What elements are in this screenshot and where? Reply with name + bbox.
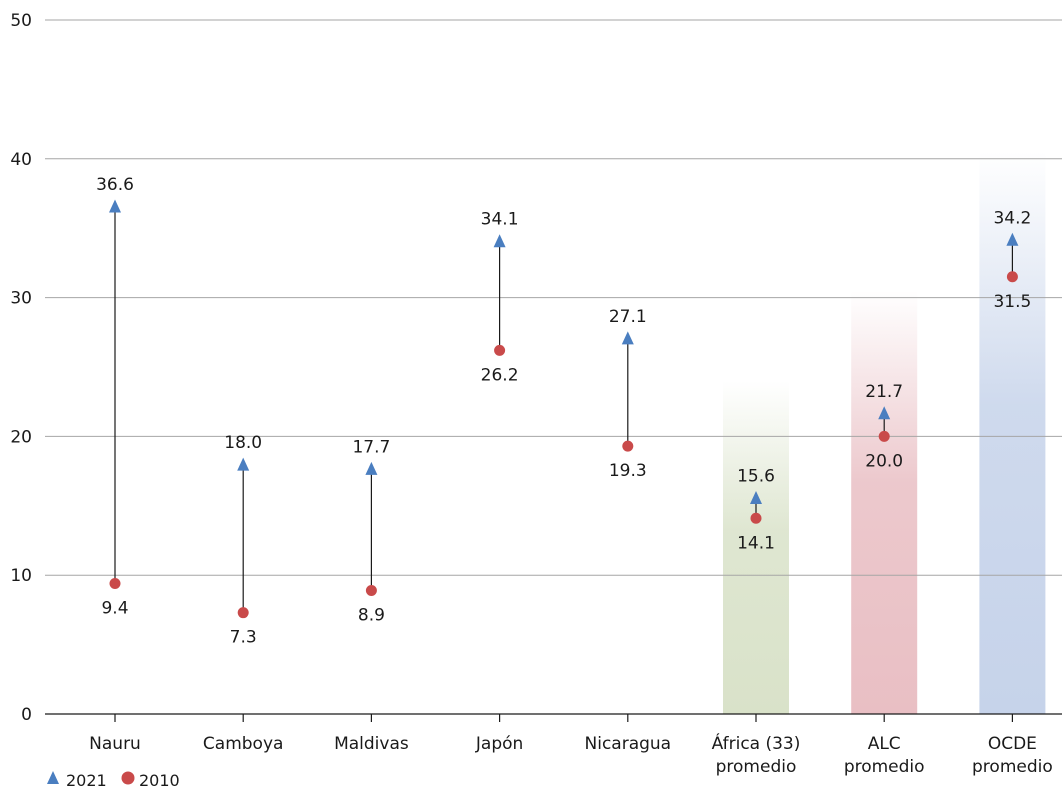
data-label-2010-ocde-promedio: 31.5 xyxy=(993,292,1031,312)
data-label-2010-africa-33-promedio: 14.1 xyxy=(737,533,775,553)
point-2021-alc-promedio xyxy=(878,406,891,420)
data-label-2021-nicaragua: 27.1 xyxy=(609,307,647,327)
data-label-2021-ocde-promedio: 34.2 xyxy=(993,208,1031,228)
data-label-2010-nicaragua: 19.3 xyxy=(609,461,647,481)
y-tick-label-20: 20 xyxy=(10,427,32,447)
x-tick-label-maldivas: Maldivas xyxy=(334,734,409,754)
point-2010-japon xyxy=(494,344,506,356)
point-2010-nauru xyxy=(109,578,121,590)
point-2010-maldivas xyxy=(365,584,377,596)
x-tick-label-line: OCDE xyxy=(988,734,1037,754)
point-2010-nicaragua xyxy=(622,440,634,452)
legend-marker-2021 xyxy=(47,771,59,784)
y-tick-label-10: 10 xyxy=(10,566,32,586)
y-tick-label-30: 30 xyxy=(10,289,32,309)
point-2021-africa-33-promedio xyxy=(750,490,762,504)
data-label-2010-alc-promedio: 20.0 xyxy=(865,451,903,471)
data-label-2010-camboya: 7.3 xyxy=(230,628,257,648)
point-2010-camboya xyxy=(237,607,249,619)
x-tick-label-africa-33-promedio: África (33) promedio xyxy=(712,732,801,777)
x-tick-label-line: promedio xyxy=(844,757,925,777)
legend: 2021 2010 xyxy=(47,771,180,790)
legend-label-2021: 2021 xyxy=(66,771,107,790)
data-label-2021-nauru: 36.6 xyxy=(96,175,134,195)
data-label-2021-camboya: 18.0 xyxy=(224,433,262,453)
data-label-2021-alc-promedio: 21.7 xyxy=(865,382,903,402)
x-tick-label-line: ALC xyxy=(868,734,901,754)
point-2021-camboya xyxy=(237,457,250,471)
data-label-2021-japon: 34.1 xyxy=(481,210,519,230)
highlight-band-alc-promedio xyxy=(851,290,918,714)
point-2010-ocde-promedio xyxy=(1006,271,1018,283)
x-tick-label-line: promedio xyxy=(716,757,797,777)
point-2021-maldivas xyxy=(365,461,378,475)
data-label-2021-africa-33-promedio: 15.6 xyxy=(737,466,775,486)
data-label-2021-maldivas: 17.7 xyxy=(352,437,390,457)
point-2010-alc-promedio xyxy=(878,430,890,442)
y-axis: 0 10 20 30 40 50 xyxy=(10,11,32,725)
data-marks: 36.6 9.4 18.0 7.3 17.7 8.9 34.1 26.2 27.1 19.3 15.… xyxy=(96,175,1031,648)
y-tick-label-50: 50 xyxy=(10,11,32,31)
point-2021-ocde-promedio xyxy=(1006,232,1019,246)
x-tick-label-ocde-promedio: OCDE promedio xyxy=(972,734,1053,777)
x-tick-label-nicaragua: Nicaragua xyxy=(585,734,672,754)
point-2021-nicaragua xyxy=(621,331,634,345)
gridlines xyxy=(45,19,1062,576)
x-tick-label-line: África (33) xyxy=(712,732,801,754)
x-tick-label-line: Nauru xyxy=(89,734,141,754)
y-tick-label-40: 40 xyxy=(10,150,32,170)
data-label-2010-nauru: 9.4 xyxy=(101,599,128,619)
x-tick-label-japon: Japón xyxy=(475,734,523,754)
legend-marker-2010 xyxy=(121,771,135,785)
x-tick-label-camboya: Camboya xyxy=(203,734,284,754)
legend-label-2010: 2010 xyxy=(139,771,180,790)
x-tick-label-line: Maldivas xyxy=(334,734,409,754)
y-tick-label-0: 0 xyxy=(21,705,32,725)
point-2010-africa-33-promedio xyxy=(750,512,762,524)
data-label-2010-japon: 26.2 xyxy=(481,365,519,385)
x-tick-label-line: Nicaragua xyxy=(585,734,672,754)
point-2021-nauru xyxy=(109,199,121,213)
data-label-2010-maldivas: 8.9 xyxy=(358,605,385,625)
x-tick-label-line: Camboya xyxy=(203,734,284,754)
x-tick-label-nauru: Nauru xyxy=(89,734,141,754)
x-tick-label-line: promedio xyxy=(972,757,1053,777)
x-tick-label-line: Japón xyxy=(475,734,523,754)
x-tick-label-alc-promedio: ALC promedio xyxy=(844,734,925,777)
point-2021-japon xyxy=(493,234,506,248)
x-axis: Nauru Camboya Maldivas Japón Nicaragua África… xyxy=(45,713,1062,777)
